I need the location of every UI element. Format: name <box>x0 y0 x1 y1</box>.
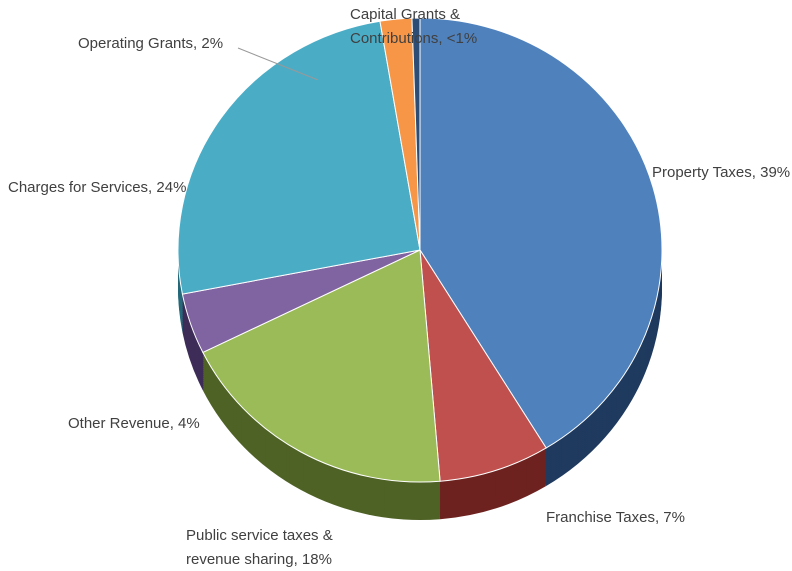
leader-line <box>237 47 319 81</box>
data-label: Public service taxes & revenue sharing, 1… <box>186 527 333 568</box>
label-line: Capital Grants & <box>350 6 460 23</box>
label-line: Public service taxes & <box>186 527 333 544</box>
slice <box>419 249 547 482</box>
slice <box>419 17 663 449</box>
label-line: Property Taxes, 39% <box>652 164 790 181</box>
data-label: Property Taxes, 39% <box>652 164 790 181</box>
data-label: Charges for Services, 24% <box>8 179 186 196</box>
data-label: Operating Grants, 2% <box>78 35 223 52</box>
slice <box>202 249 441 483</box>
label-line: Contributions, <1% <box>350 30 477 47</box>
slice <box>177 20 421 295</box>
slice <box>411 17 421 251</box>
label-line: revenue sharing, 18% <box>186 551 332 568</box>
data-label: Other Revenue, 4% <box>68 415 200 432</box>
label-line: Other Revenue, 4% <box>68 415 200 432</box>
data-label: Franchise Taxes, 7% <box>546 509 685 526</box>
label-line: Operating Grants, 2% <box>78 35 223 52</box>
label-line: Franchise Taxes, 7% <box>546 509 685 526</box>
label-line: Charges for Services, 24% <box>8 179 186 196</box>
data-label: Capital Grants & Contributions, <1% <box>350 6 477 47</box>
